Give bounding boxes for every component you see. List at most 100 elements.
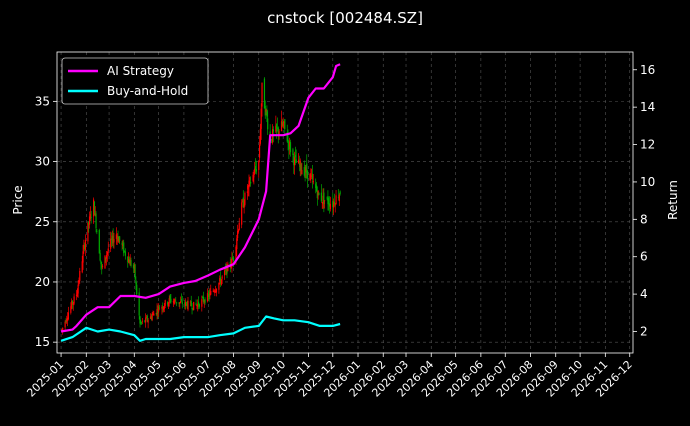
candle-body — [134, 264, 136, 279]
legend-label-buy-and-hold: Buy-and-Hold — [107, 84, 188, 98]
candle-body — [197, 301, 200, 306]
candle-body — [298, 163, 301, 165]
candle-body — [250, 181, 252, 184]
candle-body — [151, 315, 153, 320]
candle-body — [158, 308, 161, 310]
candle-body — [258, 144, 261, 158]
candle-body — [76, 291, 78, 297]
candle-body — [289, 142, 292, 153]
candle-body — [72, 302, 74, 306]
candle-body — [73, 296, 75, 304]
candle-body — [135, 280, 137, 284]
candle-body — [169, 296, 171, 299]
candle-body — [232, 257, 234, 259]
candle-body — [305, 167, 307, 173]
candle-body — [90, 217, 92, 218]
candle-body — [318, 193, 320, 195]
candle-body — [153, 313, 155, 316]
candle-body — [309, 173, 311, 181]
candle-body — [281, 122, 283, 126]
candle-body — [163, 306, 165, 309]
candle-body — [253, 176, 255, 178]
candle-body — [88, 221, 90, 225]
candle-body — [288, 141, 290, 150]
candle-body — [70, 306, 72, 313]
candle-body — [106, 251, 109, 255]
candle-body — [128, 259, 131, 264]
candle-body — [133, 265, 135, 267]
series-lines — [60, 63, 341, 342]
candle-body — [315, 185, 318, 192]
candle-body — [219, 277, 222, 284]
candle-body — [139, 316, 141, 324]
candle-body — [121, 242, 123, 245]
candle-body — [94, 213, 96, 216]
candle-body — [132, 264, 135, 269]
candle-body — [276, 123, 278, 130]
candle-body — [99, 252, 101, 261]
candle-body — [180, 299, 183, 301]
candle-body — [186, 303, 188, 308]
y2-tick-label: 2 — [640, 325, 648, 339]
candle-body — [147, 320, 149, 323]
candle-body — [158, 306, 160, 312]
candle-body — [294, 154, 296, 158]
candle-body — [111, 235, 113, 240]
candle-body — [119, 236, 121, 241]
candle-body — [329, 203, 331, 210]
y2-tick-label: 10 — [640, 175, 655, 189]
candle-body — [323, 192, 325, 205]
candle-body — [320, 192, 323, 202]
candle-body — [190, 300, 192, 306]
candle-body — [123, 250, 126, 252]
candle-body — [106, 255, 108, 259]
candle-body — [276, 127, 279, 129]
candle-body — [335, 195, 337, 205]
legend-label-ai-strategy: AI Strategy — [107, 64, 174, 78]
candle-body — [247, 185, 249, 190]
candle-body — [292, 149, 294, 156]
candle-body — [101, 266, 104, 267]
candle-body — [122, 244, 124, 247]
candle-body — [184, 302, 186, 305]
candle-body — [275, 125, 277, 132]
candle-body — [184, 301, 187, 306]
candle-body — [298, 159, 300, 164]
candle-body — [333, 201, 336, 205]
candle-body — [241, 200, 244, 202]
candle-body — [155, 313, 157, 315]
chart-title: cnstock [002484.SZ] — [267, 9, 423, 27]
candle-body — [214, 290, 216, 293]
candle-body — [93, 199, 95, 217]
y-tick-label: 15 — [35, 335, 50, 349]
candle-body — [219, 278, 221, 282]
candle-body — [175, 302, 178, 304]
candle-body — [310, 175, 312, 177]
candle-body — [254, 166, 257, 170]
candle-body — [113, 238, 115, 243]
candle-body — [93, 201, 96, 216]
candle-body — [156, 308, 158, 315]
candle-body — [77, 284, 79, 294]
candle-body — [117, 235, 119, 241]
candle-body — [107, 248, 109, 252]
candle-body — [237, 229, 240, 233]
y2-axis-label: Return — [666, 180, 680, 220]
candle-body — [87, 222, 89, 242]
candle-body — [264, 105, 266, 116]
candle-body — [229, 261, 231, 266]
candle-body — [232, 257, 235, 262]
candle-body — [293, 156, 295, 166]
candle-body — [104, 255, 106, 269]
candle-body — [286, 132, 288, 142]
candle-body — [206, 293, 209, 302]
candle-body — [316, 191, 318, 199]
candle-body — [198, 304, 200, 307]
candle-body — [105, 257, 107, 259]
candle-body — [180, 301, 182, 303]
candle-body — [145, 317, 147, 323]
series-line-ai-strategy — [60, 63, 341, 333]
candle-body — [172, 301, 174, 303]
candle-body — [202, 297, 204, 298]
candle-body — [282, 123, 284, 126]
